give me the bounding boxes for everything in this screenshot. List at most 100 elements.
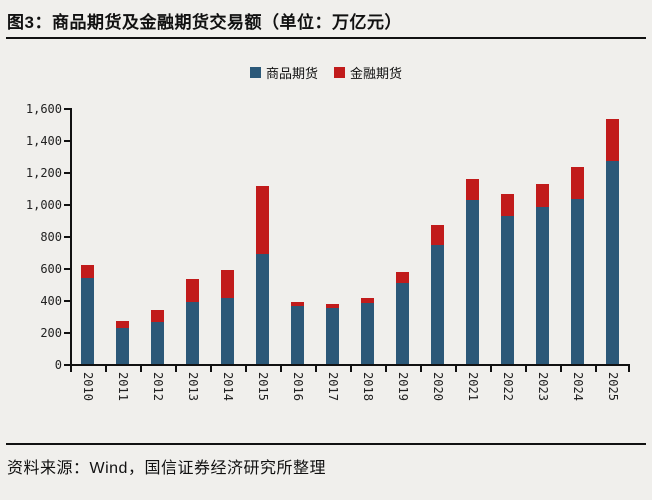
legend: 商品期货 金融期货 [0, 63, 652, 82]
x-tick-label: 2011 [106, 372, 140, 401]
x-tick-label: 2020 [421, 372, 455, 401]
bar-financial-segment [501, 193, 514, 216]
x-axis-tick [210, 366, 212, 372]
x-tick-label: 2013 [176, 372, 210, 401]
y-tick-label: 800 [40, 230, 62, 244]
x-tick-label-text: 2015 [256, 372, 270, 401]
legend-swatch-icon [334, 67, 345, 78]
bar-financial-segment [186, 279, 199, 302]
y-tick-label: 1,000 [25, 198, 62, 212]
x-axis-tick [560, 366, 562, 372]
source-note: 资料来源：Wind，国信证券经济研究所整理 [7, 460, 326, 477]
x-tick-label: 2018 [351, 372, 385, 401]
bar-commodity-segment [361, 303, 374, 364]
x-tick-label-text: 2012 [151, 372, 165, 401]
figure-title: 图3：商品期货及金融期货交易额（单位：万亿元） [7, 13, 402, 32]
x-axis-tick [175, 366, 177, 372]
legend-item-financial: 金融期货 [334, 63, 402, 82]
bar-commodity-segment [466, 200, 479, 364]
x-axis-tick [280, 366, 282, 372]
x-tick-label-text: 2011 [116, 372, 130, 401]
y-axis-tick [64, 108, 71, 110]
x-tick-label: 2017 [316, 372, 350, 401]
title-divider [6, 37, 646, 39]
y-tick-label: 600 [40, 262, 62, 276]
bar-commodity-segment [606, 160, 619, 364]
x-tick-label: 2010 [71, 372, 105, 401]
y-tick-label: 1,400 [25, 134, 62, 148]
x-axis-tick [245, 366, 247, 372]
x-axis-tick [140, 366, 142, 372]
y-axis-tick [64, 236, 71, 238]
x-tick-label: 2014 [211, 372, 245, 401]
y-tick-label: 1,200 [25, 166, 62, 180]
bar-financial-segment [606, 119, 619, 161]
x-axis-tick [525, 366, 527, 372]
bar-commodity-segment [571, 199, 584, 364]
bar-financial-segment [151, 309, 164, 323]
bar-commodity-segment [81, 278, 94, 364]
bar-financial-segment [116, 320, 129, 328]
x-tick-label-text: 2024 [571, 372, 585, 401]
y-tick-label: 1,600 [25, 102, 62, 116]
x-tick-label: 2015 [246, 372, 280, 401]
x-axis-tick [385, 366, 387, 372]
x-axis-tick [628, 366, 630, 372]
y-axis-tick [64, 204, 71, 206]
x-axis-tick [70, 366, 72, 372]
x-axis-tick [350, 366, 352, 372]
bar-commodity-segment [151, 322, 164, 364]
x-tick-label-text: 2016 [291, 372, 305, 401]
x-tick-label-text: 2018 [361, 372, 375, 401]
bar-commodity-segment [431, 244, 444, 364]
x-tick-label: 2022 [491, 372, 525, 401]
x-tick-label-text: 2014 [221, 372, 235, 401]
bar-financial-segment [256, 185, 269, 255]
x-axis-tick [315, 366, 317, 372]
bar-financial-segment [396, 272, 409, 284]
x-tick-label: 2016 [281, 372, 315, 401]
x-tick-label: 2025 [596, 372, 630, 401]
x-axis-tick [490, 366, 492, 372]
legend-label: 商品期货 [265, 66, 318, 81]
bar-financial-segment [326, 304, 339, 308]
x-tick-label: 2023 [526, 372, 560, 401]
y-axis-tick [64, 300, 71, 302]
y-axis-tick [64, 268, 71, 270]
bar-commodity-segment [116, 328, 129, 364]
y-axis-tick [64, 172, 71, 174]
x-axis-line [70, 364, 630, 366]
x-tick-label-text: 2019 [396, 372, 410, 401]
bar-financial-segment [81, 264, 94, 279]
bar-commodity-segment [256, 254, 269, 364]
bar-commodity-segment [186, 301, 199, 364]
x-axis-tick [420, 366, 422, 372]
bar-financial-segment [571, 167, 584, 200]
x-axis-tick [455, 366, 457, 372]
x-tick-label-text: 2020 [431, 372, 445, 401]
legend-item-commodity: 商品期货 [249, 63, 318, 82]
y-axis-tick [64, 332, 71, 334]
bar-financial-segment [221, 270, 234, 299]
y-axis-tick [64, 140, 71, 142]
x-tick-label-text: 2022 [501, 372, 515, 401]
x-tick-label-text: 2013 [186, 372, 200, 401]
bar-commodity-segment [501, 216, 514, 364]
bar-financial-segment [431, 224, 444, 245]
footer-divider [6, 443, 646, 445]
x-tick-label: 2019 [386, 372, 420, 401]
x-tick-label: 2021 [456, 372, 490, 401]
bar-commodity-segment [291, 306, 304, 364]
bar-commodity-segment [536, 207, 549, 364]
plot-area: 0 200 400 600 800 1,000 1,200 1,400 1,600 2010 201… [26, 102, 630, 401]
y-tick-label: 0 [54, 358, 62, 372]
bar-commodity-segment [396, 283, 409, 364]
x-tick-label-text: 2021 [466, 372, 480, 401]
bar-financial-segment [361, 297, 374, 304]
y-tick-label: 400 [40, 294, 62, 308]
bar-commodity-segment [221, 298, 234, 364]
legend-label: 金融期货 [350, 66, 403, 81]
x-tick-label-text: 2017 [326, 372, 340, 401]
bar-financial-segment [291, 301, 304, 307]
